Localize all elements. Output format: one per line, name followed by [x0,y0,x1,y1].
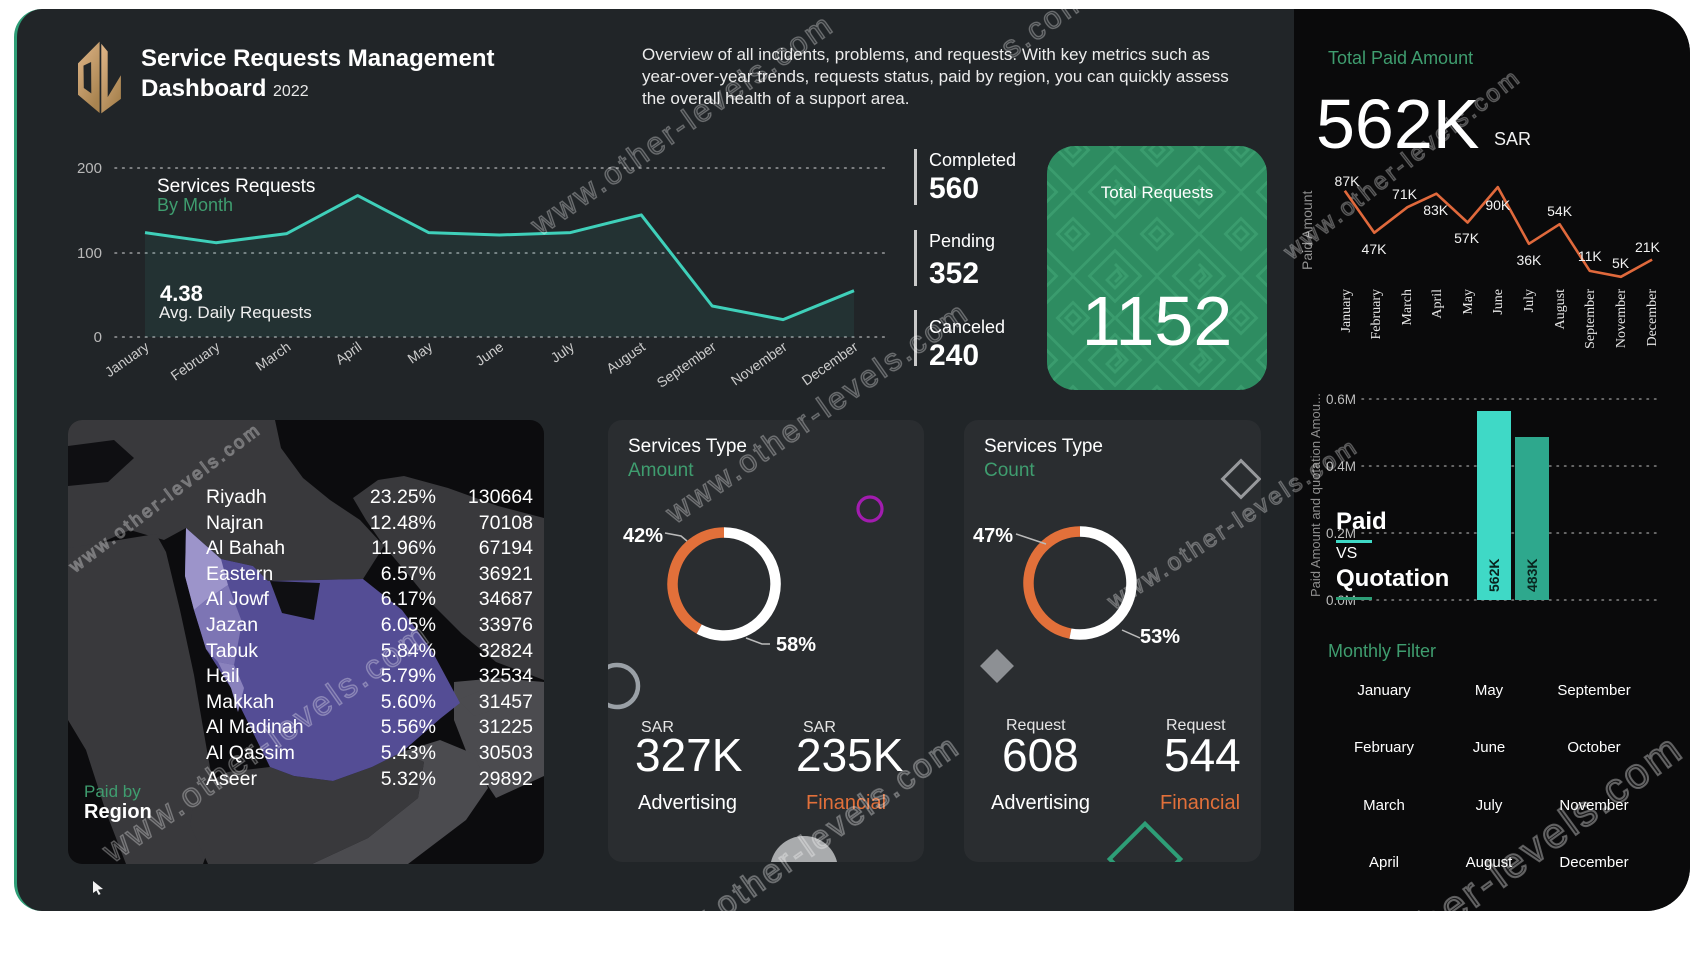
svg-text:87K: 87K [1335,173,1361,189]
svg-text:April: April [1430,289,1445,319]
svg-text:21K: 21K [1635,239,1661,255]
svg-text:May: May [1461,289,1476,315]
svg-text:September: September [1583,289,1598,349]
svg-text:June: June [1491,289,1506,315]
svg-text:February: February [1369,289,1384,340]
svg-text:August: August [1553,289,1568,330]
svg-text:December: December [799,338,861,388]
svg-text:11K: 11K [1578,248,1603,264]
svg-text:36K: 36K [1516,252,1542,268]
svg-text:March: March [252,338,293,373]
svg-text:71K: 71K [1392,186,1418,202]
svg-text:July: July [1522,289,1537,312]
svg-text:90K: 90K [1485,197,1511,213]
svg-text:0.6M: 0.6M [1326,392,1356,407]
svg-text:Paid Amount: Paid Amount [1300,191,1315,270]
svg-text:Paid Amount and quotation Amou: Paid Amount and quotation Amou... [1308,393,1323,597]
svg-text:54K: 54K [1547,203,1573,219]
svg-text:January: January [102,338,152,380]
svg-text:November: November [728,338,790,388]
svg-text:May: May [404,338,435,366]
svg-text:August: August [603,338,648,376]
svg-text:47K: 47K [1362,241,1388,257]
svg-text:0.4M: 0.4M [1326,459,1356,474]
svg-text:July: July [548,338,578,365]
svg-text:483K: 483K [1524,559,1540,592]
svg-text:January: January [1339,289,1354,333]
svg-text:0.2M: 0.2M [1326,526,1356,541]
svg-text:April: April [332,338,364,367]
svg-text:200: 200 [77,160,102,177]
svg-text:83K: 83K [1423,202,1449,218]
svg-text:562K: 562K [1486,559,1502,592]
svg-text:June: June [472,338,506,369]
svg-text:November: November [1614,289,1629,348]
svg-text:0: 0 [94,329,102,346]
svg-text:March: March [1400,289,1415,326]
svg-text:5K: 5K [1612,255,1630,271]
svg-text:February: February [168,338,223,383]
svg-text:57K: 57K [1454,230,1480,246]
svg-text:100: 100 [77,245,102,262]
svg-text:September: September [654,338,720,390]
svg-text:December: December [1645,289,1660,347]
